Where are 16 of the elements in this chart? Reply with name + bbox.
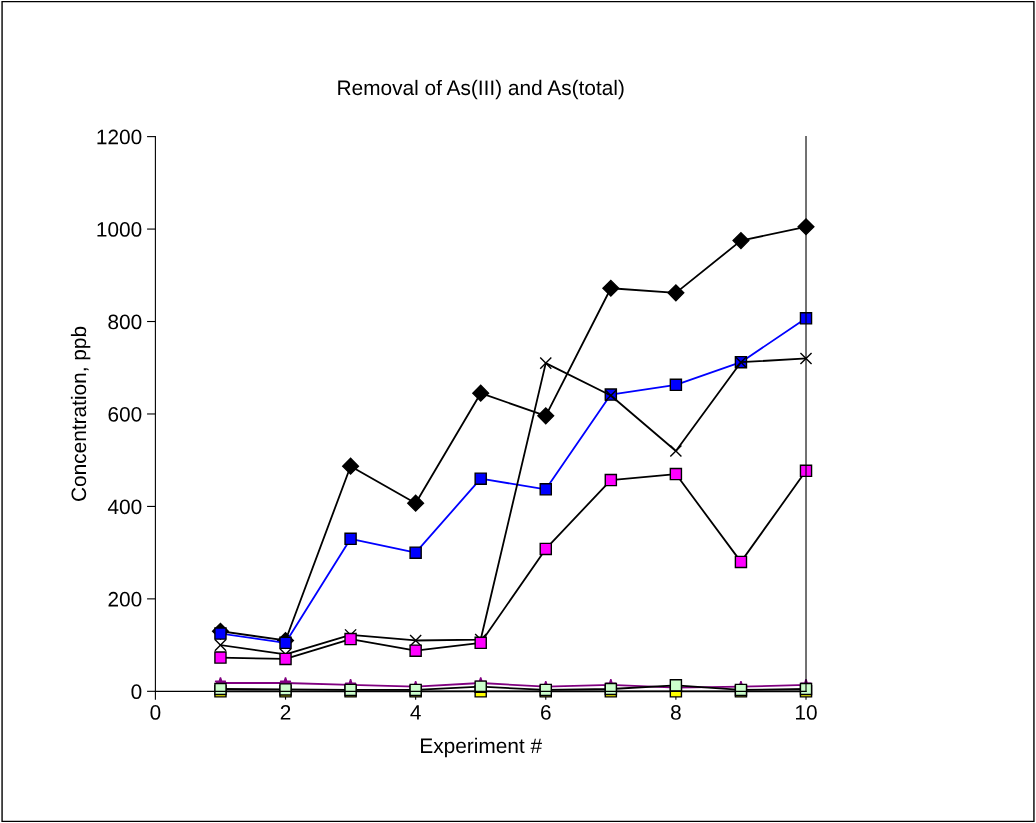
y-tick-label: 600 (108, 406, 142, 422)
y-tick-label: 200 (108, 591, 142, 607)
x-tick-label: 6 (541, 705, 551, 720)
y-tick-label: 400 (107, 499, 142, 515)
x-tick-label: 0 (150, 705, 161, 720)
y-tick-label: 800 (108, 314, 142, 330)
y-tick-label: 0 (131, 684, 142, 700)
y-tick-label: 1200 (97, 129, 142, 145)
x-tick-label: 10 (796, 705, 817, 720)
chart-title: Removal of As(III) and As(total) (338, 79, 624, 100)
x-tick-label: 8 (671, 705, 681, 720)
x-tick-label: 4 (410, 705, 421, 720)
y-tick-label: 1000 (97, 222, 142, 237)
x-tick-label: 2 (280, 705, 291, 720)
y-axis-title: Concentration, ppb (70, 326, 91, 501)
x-axis-title: Experiment # (421, 737, 542, 758)
